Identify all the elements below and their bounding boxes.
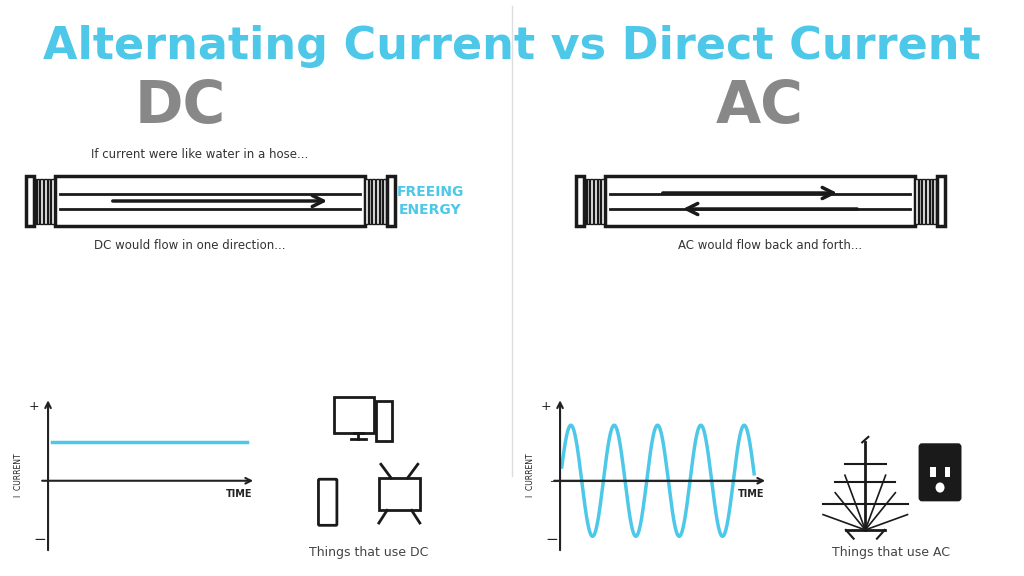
Bar — [334, 397, 374, 433]
Bar — [930, 467, 936, 478]
Text: I  CURRENT: I CURRENT — [14, 453, 24, 497]
Text: DC would flow in one direction...: DC would flow in one direction... — [94, 239, 286, 252]
Bar — [377, 401, 392, 441]
Bar — [605, 176, 915, 226]
Bar — [583, 179, 586, 223]
Bar — [587, 179, 590, 223]
Bar — [598, 179, 600, 223]
Text: TIME: TIME — [226, 489, 253, 499]
Bar — [915, 179, 918, 223]
Bar — [380, 179, 382, 223]
Bar — [44, 179, 47, 223]
Text: +: + — [29, 400, 40, 413]
Circle shape — [936, 483, 944, 492]
Bar — [923, 179, 925, 223]
Bar — [51, 179, 54, 223]
Bar — [379, 478, 420, 510]
Bar — [48, 179, 50, 223]
Bar — [40, 179, 43, 223]
Text: I  CURRENT: I CURRENT — [526, 453, 536, 497]
Bar — [383, 179, 386, 223]
Text: Things that use DC: Things that use DC — [309, 545, 428, 559]
Bar — [919, 179, 922, 223]
Text: DC: DC — [134, 78, 225, 135]
Bar — [33, 179, 36, 223]
Text: FREEING
ENERGY: FREEING ENERGY — [396, 185, 464, 217]
Bar — [387, 176, 395, 226]
Text: AC would flow back and forth...: AC would flow back and forth... — [678, 239, 862, 252]
Bar — [933, 179, 936, 223]
Bar — [376, 179, 379, 223]
FancyBboxPatch shape — [920, 445, 961, 500]
Bar — [926, 179, 929, 223]
Bar — [37, 179, 39, 223]
FancyBboxPatch shape — [318, 479, 337, 525]
Bar — [365, 179, 368, 223]
Bar — [373, 179, 375, 223]
Text: Things that use AC: Things that use AC — [831, 545, 950, 559]
Bar — [930, 179, 932, 223]
Text: +: + — [541, 400, 552, 413]
Bar — [594, 179, 597, 223]
Bar — [55, 176, 365, 226]
Bar — [575, 176, 584, 226]
Text: −: − — [33, 532, 46, 547]
Bar — [590, 179, 593, 223]
Bar — [937, 176, 945, 226]
Bar — [26, 176, 34, 226]
Text: TIME: TIME — [738, 489, 765, 499]
Text: −: − — [545, 532, 558, 547]
Bar — [944, 467, 950, 478]
Text: If current were like water in a hose...: If current were like water in a hose... — [91, 148, 308, 161]
Text: Alternating Current vs Direct Current: Alternating Current vs Direct Current — [43, 25, 981, 67]
Bar — [601, 179, 604, 223]
Text: AC: AC — [716, 78, 804, 135]
Bar — [369, 179, 372, 223]
